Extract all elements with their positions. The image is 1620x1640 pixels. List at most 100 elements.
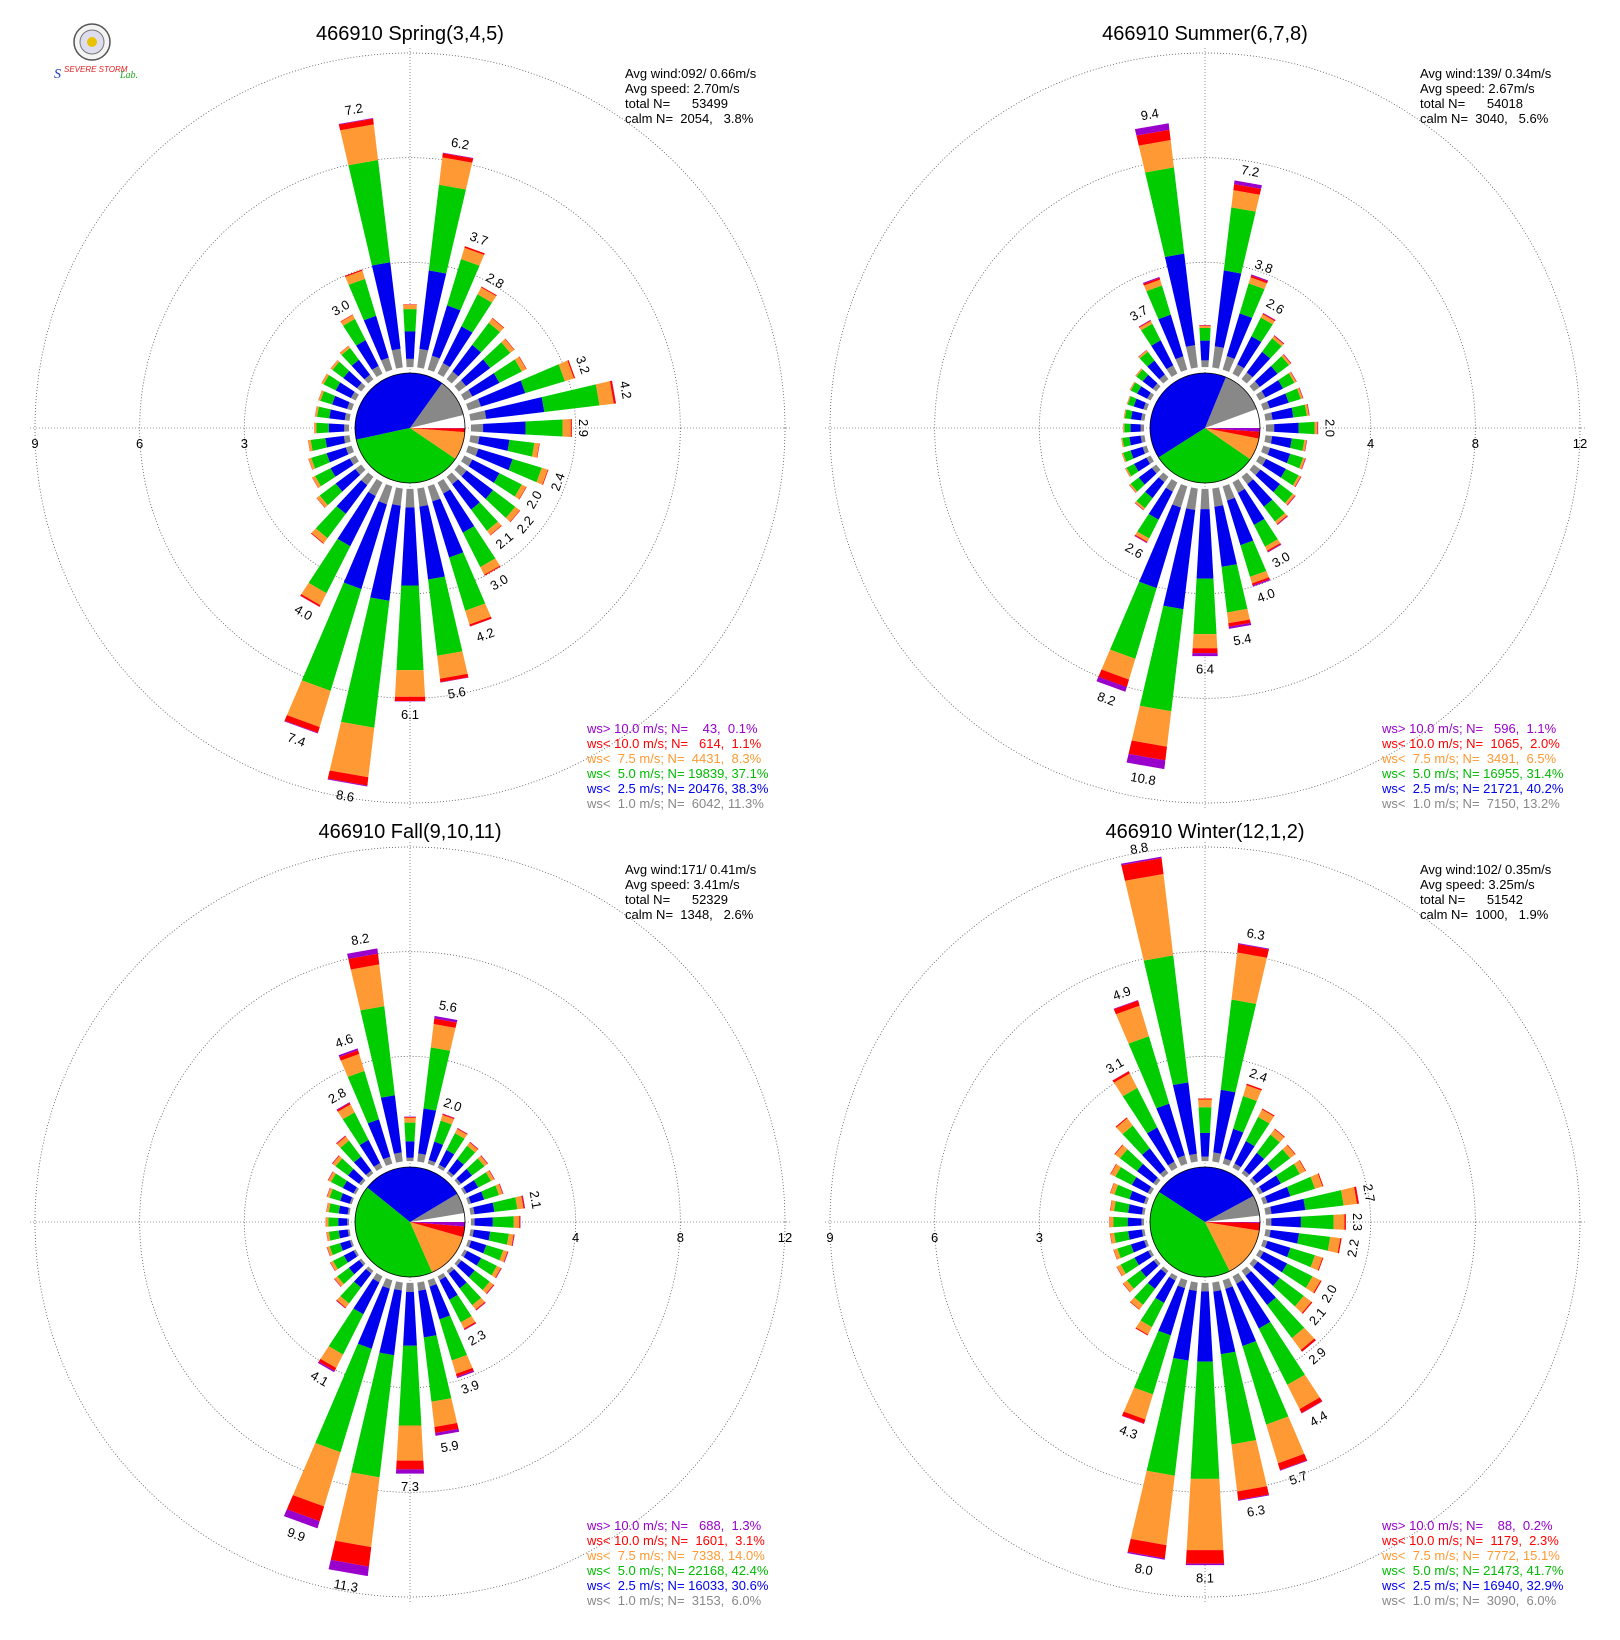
ring xyxy=(34,846,786,1598)
bar-segment xyxy=(469,1141,479,1150)
bar-segment xyxy=(1199,325,1211,328)
pie-slice xyxy=(410,428,465,433)
bar-segment xyxy=(1158,472,1169,483)
bar-segment xyxy=(461,455,473,467)
bar-segment xyxy=(461,359,491,387)
lab-logo: S SEVERE STORM Lab. xyxy=(50,22,150,84)
bar-segment xyxy=(1127,1538,1167,1559)
bar-segment xyxy=(330,1260,338,1271)
bar-segment xyxy=(486,1284,495,1294)
bar-segment xyxy=(1233,184,1262,195)
bar-segment xyxy=(418,1108,437,1155)
stats-line: total N= 53499 xyxy=(625,96,728,111)
pie-slice xyxy=(410,1193,465,1222)
bar-segment xyxy=(1110,581,1157,659)
bar-segment xyxy=(459,1282,482,1306)
bar-segment xyxy=(347,1229,351,1237)
legend-entry: ws< 10.0 m/s; N= 1179, 2.3% xyxy=(1381,1533,1559,1548)
bar-segment xyxy=(349,1239,354,1247)
bar-segment xyxy=(1253,1261,1280,1286)
bar-segment xyxy=(1113,999,1139,1010)
bar-segment xyxy=(334,1276,344,1287)
bar-label: 4.6 xyxy=(333,1031,355,1051)
bar-segment xyxy=(461,470,494,500)
bar-segment xyxy=(1283,354,1292,364)
bar-segment xyxy=(328,1203,341,1214)
bar-segment xyxy=(1151,340,1174,370)
bar-segment xyxy=(1198,1107,1212,1133)
bar-segment xyxy=(365,1170,374,1178)
bar-segment xyxy=(1120,856,1162,866)
bar-segment xyxy=(348,160,391,266)
pie-slice xyxy=(1205,1195,1260,1222)
bar-segment xyxy=(1201,1282,1209,1292)
bar-segment xyxy=(1285,388,1301,403)
bar-segment xyxy=(1155,1276,1176,1303)
bar-segment xyxy=(339,345,351,356)
bar-segment xyxy=(1261,1108,1275,1117)
bar-segment xyxy=(466,1196,472,1205)
bar-segment xyxy=(396,585,424,671)
bar-segment xyxy=(356,340,379,370)
bar-segment xyxy=(440,1114,455,1125)
bar-segment xyxy=(562,419,571,437)
bar-segment xyxy=(1225,1286,1257,1347)
bar-segment xyxy=(558,360,574,382)
bar-segment xyxy=(468,1191,485,1204)
bar-segment xyxy=(417,348,429,369)
bar-segment xyxy=(1134,502,1144,511)
bar-label: 2.8 xyxy=(326,1085,349,1107)
bar-segment xyxy=(1301,1301,1313,1314)
bar-segment xyxy=(504,1251,509,1263)
ring-label: 9 xyxy=(31,436,38,451)
bar-segment xyxy=(1273,1277,1304,1307)
bar-segment xyxy=(311,453,330,469)
bar-segment xyxy=(1220,999,1257,1093)
bar-segment xyxy=(1302,1340,1317,1352)
bar-segment xyxy=(1122,1087,1158,1134)
bar-label: 4.1 xyxy=(308,1368,331,1390)
bar-segment xyxy=(340,1240,353,1251)
bar-segment xyxy=(1139,605,1184,712)
bar-segment xyxy=(1265,424,1275,432)
legend-entry: ws< 5.0 m/s; N= 21473, 41.7% xyxy=(1381,1563,1564,1578)
bar-segment xyxy=(1158,1285,1186,1336)
bar-segment xyxy=(1151,464,1161,474)
bar-label: 6.4 xyxy=(1196,661,1214,676)
bar-segment xyxy=(1101,649,1136,680)
bar-segment xyxy=(1213,1290,1236,1355)
bar-segment xyxy=(1121,858,1164,881)
bar-segment xyxy=(1122,450,1134,462)
bar-segment xyxy=(323,374,341,391)
bar-segment xyxy=(1138,350,1148,359)
bar-segment xyxy=(329,1262,336,1272)
bar-segment xyxy=(460,1316,476,1329)
windrose-panel-1: 466910 Spring(3,4,5) 3 6 9 6.2 7.2 3.7 2.8 3.0 3.… xyxy=(30,23,790,811)
bar-segment xyxy=(341,597,390,728)
bar-segment xyxy=(1140,1260,1159,1278)
bar-segment xyxy=(1192,653,1218,657)
bar-segment xyxy=(1130,1470,1175,1546)
bar-segment xyxy=(1117,1244,1134,1259)
bar-segment xyxy=(1113,1249,1118,1260)
bar-segment xyxy=(1130,1240,1147,1253)
bar-segment xyxy=(1135,501,1145,510)
bar-label: 4.4 xyxy=(1307,1408,1330,1430)
bar-segment xyxy=(468,1240,487,1254)
pie-outline xyxy=(354,372,466,484)
bar-segment xyxy=(1127,1551,1165,1560)
bar-segment xyxy=(1153,1177,1161,1186)
bar-segment xyxy=(1121,437,1124,448)
bar-segment xyxy=(1142,276,1160,284)
bar-segment xyxy=(1254,365,1278,387)
bar-segment xyxy=(1246,1083,1262,1091)
bar-segment xyxy=(1301,458,1306,470)
bar-segment xyxy=(1327,1236,1341,1254)
bar-segment xyxy=(1185,1550,1225,1564)
bar-segment xyxy=(1292,475,1301,487)
bar-segment xyxy=(1261,445,1271,455)
bar-segment xyxy=(492,317,505,329)
bar-segment xyxy=(1243,1152,1265,1175)
bar-segment xyxy=(507,439,535,457)
bar-segment xyxy=(1115,1005,1149,1044)
